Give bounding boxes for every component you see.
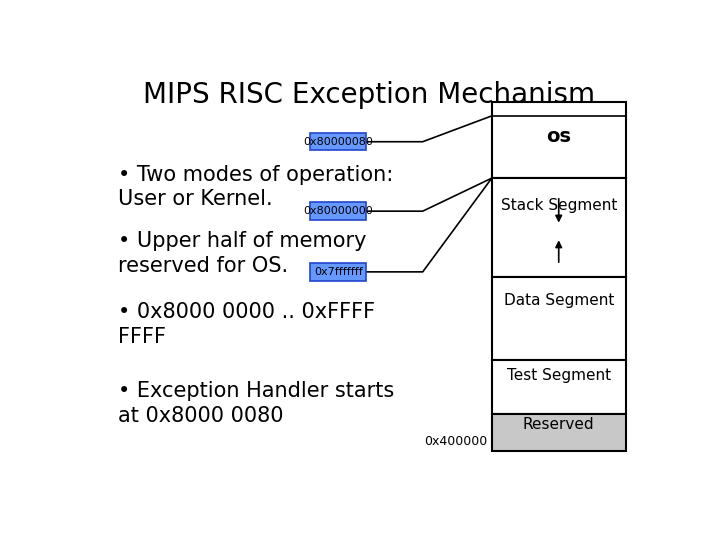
Bar bbox=[492, 178, 626, 277]
Text: • Upper half of memory
reserved for OS.: • Upper half of memory reserved for OS. bbox=[118, 231, 366, 276]
Bar bbox=[310, 202, 366, 220]
Bar bbox=[492, 360, 626, 414]
Text: Reserved: Reserved bbox=[523, 417, 595, 431]
Text: Data Segment: Data Segment bbox=[503, 293, 614, 308]
Text: Stack Segment: Stack Segment bbox=[500, 198, 617, 213]
Text: 0x80000080: 0x80000080 bbox=[303, 137, 373, 147]
Text: MIPS RISC Exception Mechanism: MIPS RISC Exception Mechanism bbox=[143, 82, 595, 110]
Bar bbox=[492, 277, 626, 360]
Bar bbox=[310, 133, 366, 151]
Text: • 0x8000 0000 .. 0xFFFF
FFFF: • 0x8000 0000 .. 0xFFFF FFFF bbox=[118, 302, 375, 347]
Bar bbox=[492, 102, 626, 178]
Text: 0x400000: 0x400000 bbox=[424, 435, 487, 448]
Bar bbox=[492, 414, 626, 451]
Text: • Two modes of operation:
User or Kernel.: • Two modes of operation: User or Kernel… bbox=[118, 165, 393, 210]
Bar bbox=[310, 263, 366, 281]
Text: 0x7fffffff: 0x7fffffff bbox=[314, 267, 363, 277]
Text: os: os bbox=[546, 127, 571, 146]
Text: 0x80000000: 0x80000000 bbox=[303, 206, 373, 216]
Text: • Exception Handler starts
at 0x8000 0080: • Exception Handler starts at 0x8000 008… bbox=[118, 381, 394, 426]
Text: Test Segment: Test Segment bbox=[507, 368, 611, 383]
